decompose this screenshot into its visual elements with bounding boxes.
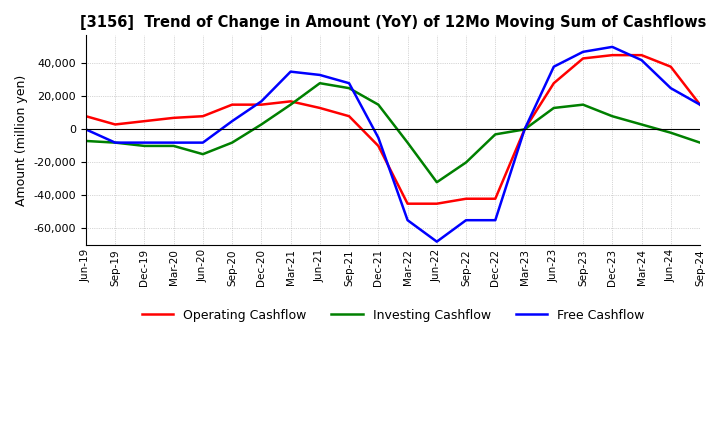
Operating Cashflow bbox=[345, 114, 354, 119]
Investing Cashflow bbox=[579, 102, 588, 107]
Free Cashflow bbox=[579, 49, 588, 55]
Operating Cashflow bbox=[433, 201, 441, 206]
Investing Cashflow bbox=[257, 122, 266, 127]
Operating Cashflow bbox=[374, 143, 382, 149]
Operating Cashflow bbox=[315, 105, 324, 110]
Operating Cashflow bbox=[608, 52, 616, 58]
Operating Cashflow bbox=[579, 56, 588, 61]
Operating Cashflow bbox=[228, 102, 236, 107]
Line: Free Cashflow: Free Cashflow bbox=[86, 47, 700, 242]
Investing Cashflow bbox=[228, 140, 236, 145]
Investing Cashflow bbox=[169, 143, 178, 149]
Operating Cashflow bbox=[521, 127, 529, 132]
Free Cashflow bbox=[696, 102, 704, 107]
Operating Cashflow bbox=[257, 102, 266, 107]
Free Cashflow bbox=[549, 64, 558, 70]
Free Cashflow bbox=[345, 81, 354, 86]
Operating Cashflow bbox=[637, 52, 646, 58]
Legend: Operating Cashflow, Investing Cashflow, Free Cashflow: Operating Cashflow, Investing Cashflow, … bbox=[137, 304, 649, 327]
Investing Cashflow bbox=[287, 102, 295, 107]
Free Cashflow bbox=[608, 44, 616, 50]
Operating Cashflow bbox=[667, 64, 675, 70]
Investing Cashflow bbox=[403, 140, 412, 145]
Line: Operating Cashflow: Operating Cashflow bbox=[86, 55, 700, 204]
Investing Cashflow bbox=[608, 114, 616, 119]
Operating Cashflow bbox=[111, 122, 120, 127]
Investing Cashflow bbox=[111, 140, 120, 145]
Investing Cashflow bbox=[696, 140, 704, 145]
Investing Cashflow bbox=[637, 122, 646, 127]
Investing Cashflow bbox=[199, 151, 207, 157]
Investing Cashflow bbox=[491, 132, 500, 137]
Free Cashflow bbox=[521, 127, 529, 132]
Title: [3156]  Trend of Change in Amount (YoY) of 12Mo Moving Sum of Cashflows: [3156] Trend of Change in Amount (YoY) o… bbox=[80, 15, 706, 30]
Free Cashflow bbox=[667, 85, 675, 91]
Operating Cashflow bbox=[81, 114, 90, 119]
Investing Cashflow bbox=[140, 143, 149, 149]
Investing Cashflow bbox=[462, 160, 470, 165]
Line: Investing Cashflow: Investing Cashflow bbox=[86, 83, 700, 182]
Operating Cashflow bbox=[169, 115, 178, 121]
Investing Cashflow bbox=[433, 180, 441, 185]
Y-axis label: Amount (million yen): Amount (million yen) bbox=[15, 74, 28, 206]
Operating Cashflow bbox=[199, 114, 207, 119]
Operating Cashflow bbox=[287, 99, 295, 104]
Investing Cashflow bbox=[374, 102, 382, 107]
Free Cashflow bbox=[228, 118, 236, 124]
Free Cashflow bbox=[81, 127, 90, 132]
Operating Cashflow bbox=[696, 102, 704, 107]
Investing Cashflow bbox=[549, 105, 558, 110]
Operating Cashflow bbox=[403, 201, 412, 206]
Free Cashflow bbox=[140, 140, 149, 145]
Investing Cashflow bbox=[81, 138, 90, 143]
Free Cashflow bbox=[403, 217, 412, 223]
Free Cashflow bbox=[491, 217, 500, 223]
Investing Cashflow bbox=[345, 85, 354, 91]
Free Cashflow bbox=[111, 140, 120, 145]
Operating Cashflow bbox=[549, 81, 558, 86]
Free Cashflow bbox=[433, 239, 441, 244]
Operating Cashflow bbox=[462, 196, 470, 202]
Investing Cashflow bbox=[667, 130, 675, 136]
Free Cashflow bbox=[462, 217, 470, 223]
Operating Cashflow bbox=[491, 196, 500, 202]
Operating Cashflow bbox=[140, 118, 149, 124]
Free Cashflow bbox=[169, 140, 178, 145]
Investing Cashflow bbox=[521, 127, 529, 132]
Investing Cashflow bbox=[315, 81, 324, 86]
Free Cashflow bbox=[374, 135, 382, 140]
Free Cashflow bbox=[287, 69, 295, 74]
Free Cashflow bbox=[637, 58, 646, 63]
Free Cashflow bbox=[199, 140, 207, 145]
Free Cashflow bbox=[315, 72, 324, 77]
Free Cashflow bbox=[257, 99, 266, 104]
